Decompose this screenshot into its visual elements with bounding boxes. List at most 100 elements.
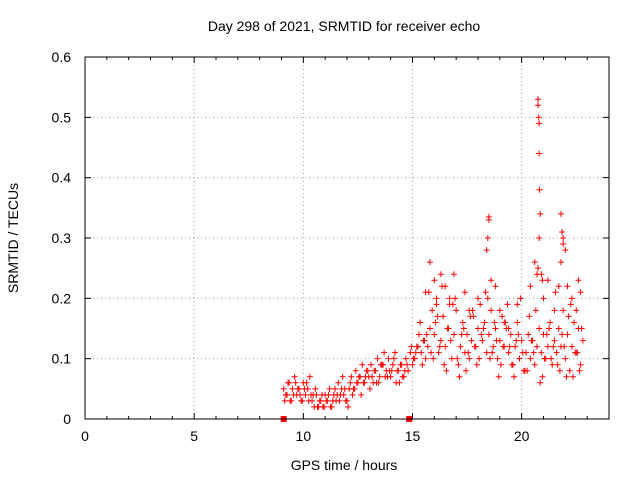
data-point [559,331,566,338]
data-point [358,391,365,398]
data-point [453,307,460,314]
data-point [435,349,442,356]
data-point [485,213,492,220]
data-point [467,313,474,320]
data-point [356,373,363,380]
data-point [410,355,417,362]
data-point [430,355,437,362]
data-point [535,265,542,272]
data-point [385,355,392,362]
data-point [526,313,533,320]
y-tick-label-6: 0.6 [52,49,72,65]
data-point [325,391,332,398]
data-point [339,373,346,380]
data-point [466,307,473,314]
data-point [492,325,499,332]
x-tick-label-4: 20 [514,428,530,444]
data-point [539,277,546,284]
data-point [553,349,560,356]
data-point [321,403,328,410]
data-point [441,361,448,368]
data-point [291,373,298,380]
data-point [310,391,317,398]
data-point [465,349,472,356]
data-point [508,361,515,368]
data-point [536,150,543,157]
data-point [576,367,583,374]
data-point [483,247,490,254]
data-point [335,379,342,386]
data-point [568,343,575,350]
data-point [457,343,464,350]
data-point [554,361,561,368]
data-point [440,313,447,320]
data-point [327,403,334,410]
data-point [513,337,520,344]
data-point [496,307,503,314]
data-point [535,114,542,121]
data-point [476,355,483,362]
x-tick-label-1: 5 [190,428,198,444]
data-point [567,301,574,308]
data-point [540,295,547,302]
data-point [388,367,395,374]
data-point [326,385,333,392]
axis-ticks: 0 5 10 15 20 0 0.1 0.2 0.3 0.4 0.5 0.6 [52,49,610,444]
data-point [525,331,532,338]
data-point [482,289,489,296]
data-point [548,355,555,362]
data-point [535,102,542,109]
data-point [564,331,571,338]
data-point [507,331,514,338]
data-point [517,295,524,302]
y-axis-label: SRMTID / TECUs [5,183,21,293]
data-point [447,337,454,344]
data-point [305,397,312,404]
data-point [500,343,507,350]
data-point [483,349,490,356]
data-point [545,325,552,332]
data-point [537,379,544,386]
data-point [338,385,345,392]
data-point [371,367,378,374]
data-point [422,289,429,296]
data-point [505,349,512,356]
data-point [443,367,450,374]
data-point [442,343,449,350]
data-point [566,367,573,374]
data-point [424,343,431,350]
data-point [329,397,336,404]
data-point [445,325,452,332]
data-point [479,337,486,344]
data-point [560,235,567,241]
data-point [564,283,571,290]
data-point [375,379,382,386]
data-point [562,355,569,362]
data-point [426,325,433,332]
data-point [514,319,521,326]
data-point [560,307,567,314]
data-point [527,355,534,362]
data-point [436,343,443,350]
data-point [551,307,558,314]
data-point [550,343,557,350]
data-point [316,397,323,404]
data-point [490,343,497,350]
plot-frame [84,56,610,420]
data-point [376,373,383,380]
data-point [280,385,287,392]
data-point [516,355,523,362]
data-point [347,379,354,386]
data-point [450,331,457,338]
data-point [531,361,538,368]
data-point [351,385,358,392]
data-point [432,319,439,326]
data-point [536,120,543,127]
data-point [485,331,492,338]
data-point [368,361,375,368]
data-point [426,259,433,266]
data-point [352,367,359,374]
data-point [323,397,330,404]
data-point [473,361,480,368]
data-point [402,355,409,362]
